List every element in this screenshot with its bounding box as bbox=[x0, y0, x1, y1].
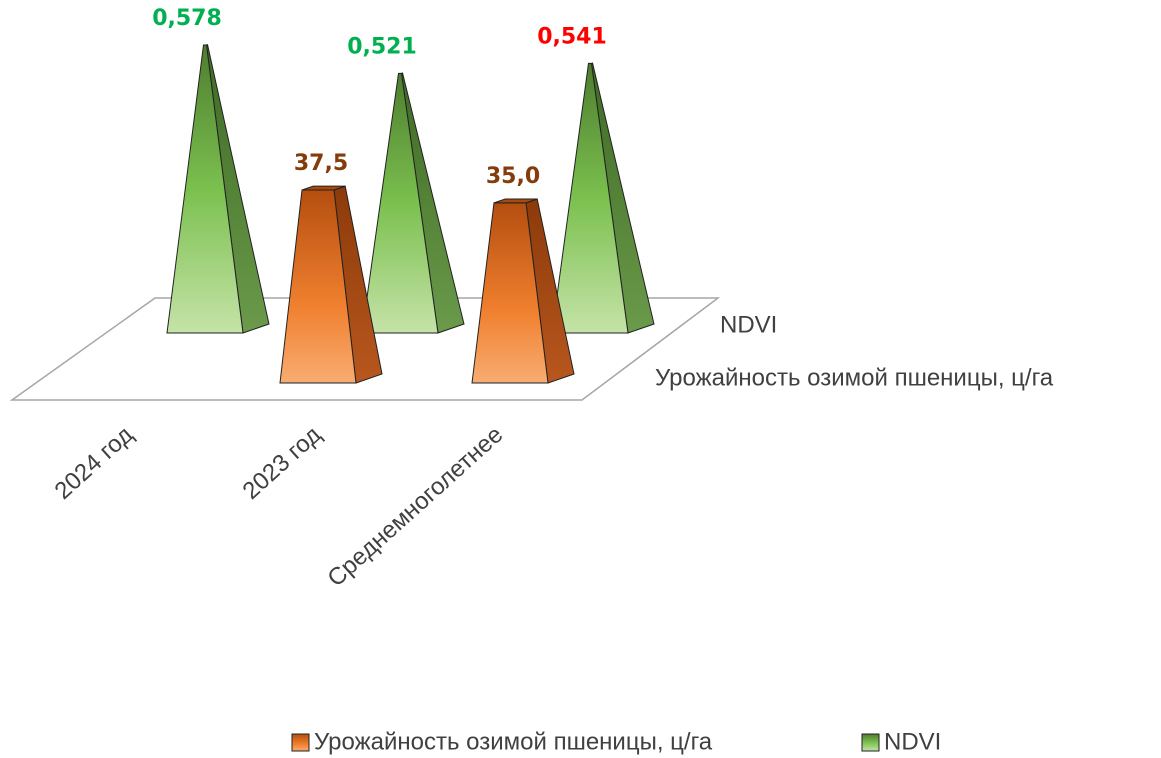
x-tick-label: Среднемноголетнее bbox=[322, 421, 508, 592]
value-label: 0,541 bbox=[537, 24, 607, 49]
pyramid bbox=[166, 43, 270, 334]
pyramid bbox=[279, 185, 383, 384]
pyramid-front bbox=[166, 44, 244, 334]
pyramid-top bbox=[493, 198, 538, 204]
legend-swatch bbox=[291, 733, 310, 752]
x-tick-label: 2023 год bbox=[238, 421, 327, 505]
value-label: 0,578 bbox=[152, 6, 222, 31]
pyramid-top bbox=[301, 185, 346, 191]
x-tick-label: 2024 год bbox=[50, 421, 139, 505]
value-label: 35,0 bbox=[486, 164, 540, 189]
pyramid bbox=[361, 72, 465, 334]
value-label: 0,521 bbox=[347, 34, 417, 59]
value-label: 37,5 bbox=[294, 151, 348, 176]
legend-swatch bbox=[861, 733, 880, 752]
pyramid bbox=[471, 198, 575, 384]
legend-label: Урожайность озимой пшеницы, ц/га bbox=[314, 728, 713, 755]
plot bbox=[166, 43, 655, 384]
series-axis-label: Урожайность озимой пшеницы, ц/га bbox=[655, 364, 1054, 391]
pyramid bbox=[551, 62, 655, 334]
pyramid-front bbox=[361, 72, 439, 334]
legend-label: NDVI bbox=[884, 728, 941, 755]
series-axis-label: NDVI bbox=[720, 311, 777, 338]
pyramid-front bbox=[551, 62, 629, 334]
